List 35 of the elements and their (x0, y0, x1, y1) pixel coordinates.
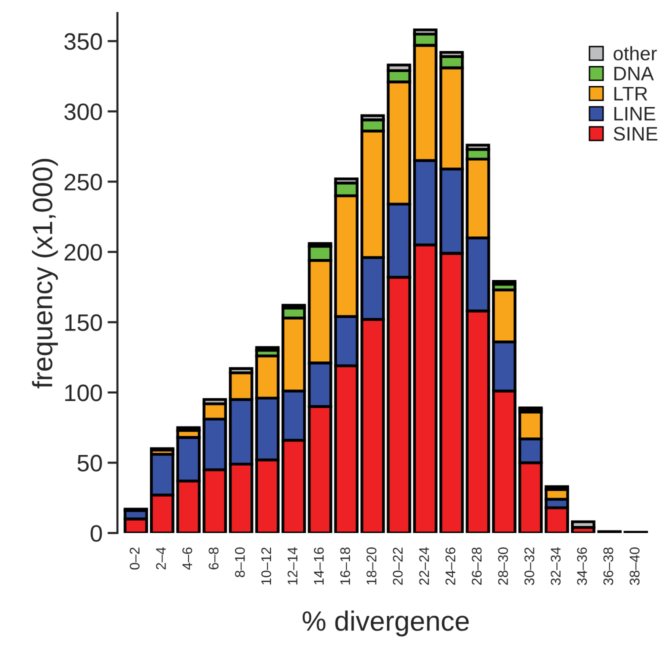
x-tick-label: 4–6 (182, 547, 192, 570)
x-tick-label: 28–30 (498, 547, 508, 585)
x-tick-label: 0–2 (130, 548, 140, 570)
x-tick-label: 8–10 (234, 547, 245, 578)
x-tick-label: 34–36 (577, 547, 587, 585)
legend-label: SINE (614, 126, 658, 141)
x-tick-label: 24–26 (446, 547, 456, 585)
legend-label: LINE (614, 107, 656, 120)
x-tick-label: 10–12 (261, 548, 272, 584)
legend-label: DNA (614, 66, 654, 80)
legend-label: LTR (614, 86, 648, 100)
x-tick-label: 2–4 (156, 547, 166, 570)
y-tick-label: 350 (64, 33, 102, 50)
x-tick-label: 32–34 (550, 547, 561, 585)
y-tick-label: 200 (64, 244, 102, 261)
x-tick-label: 16–18 (340, 547, 350, 584)
y-tick-label: 250 (64, 174, 102, 190)
x-tick-label: 20–22 (392, 548, 403, 585)
legend-label: other (614, 46, 657, 60)
y-tick-label: 150 (65, 314, 102, 331)
y-tick-label: 50 (78, 454, 102, 472)
x-tick-label: 12–14 (288, 547, 298, 584)
y-tick-label: 300 (64, 103, 102, 120)
x-axis-title: % divergence (302, 610, 469, 636)
x-tick-label: 26–28 (472, 547, 482, 585)
y-axis-title: frequency (x1,000) (32, 158, 58, 388)
y-tick-label: 0 (90, 525, 102, 542)
x-tick-label: 36–38 (603, 547, 614, 585)
y-tick-label: 100 (65, 384, 102, 402)
x-tick-label: 22–24 (419, 547, 429, 585)
x-tick-label: 38–40 (630, 547, 640, 585)
x-tick-label: 18–20 (366, 547, 376, 584)
x-tick-label: 6–8 (208, 547, 219, 570)
x-tick-label: 14–16 (314, 547, 324, 584)
x-tick-label: 30–32 (524, 548, 534, 585)
